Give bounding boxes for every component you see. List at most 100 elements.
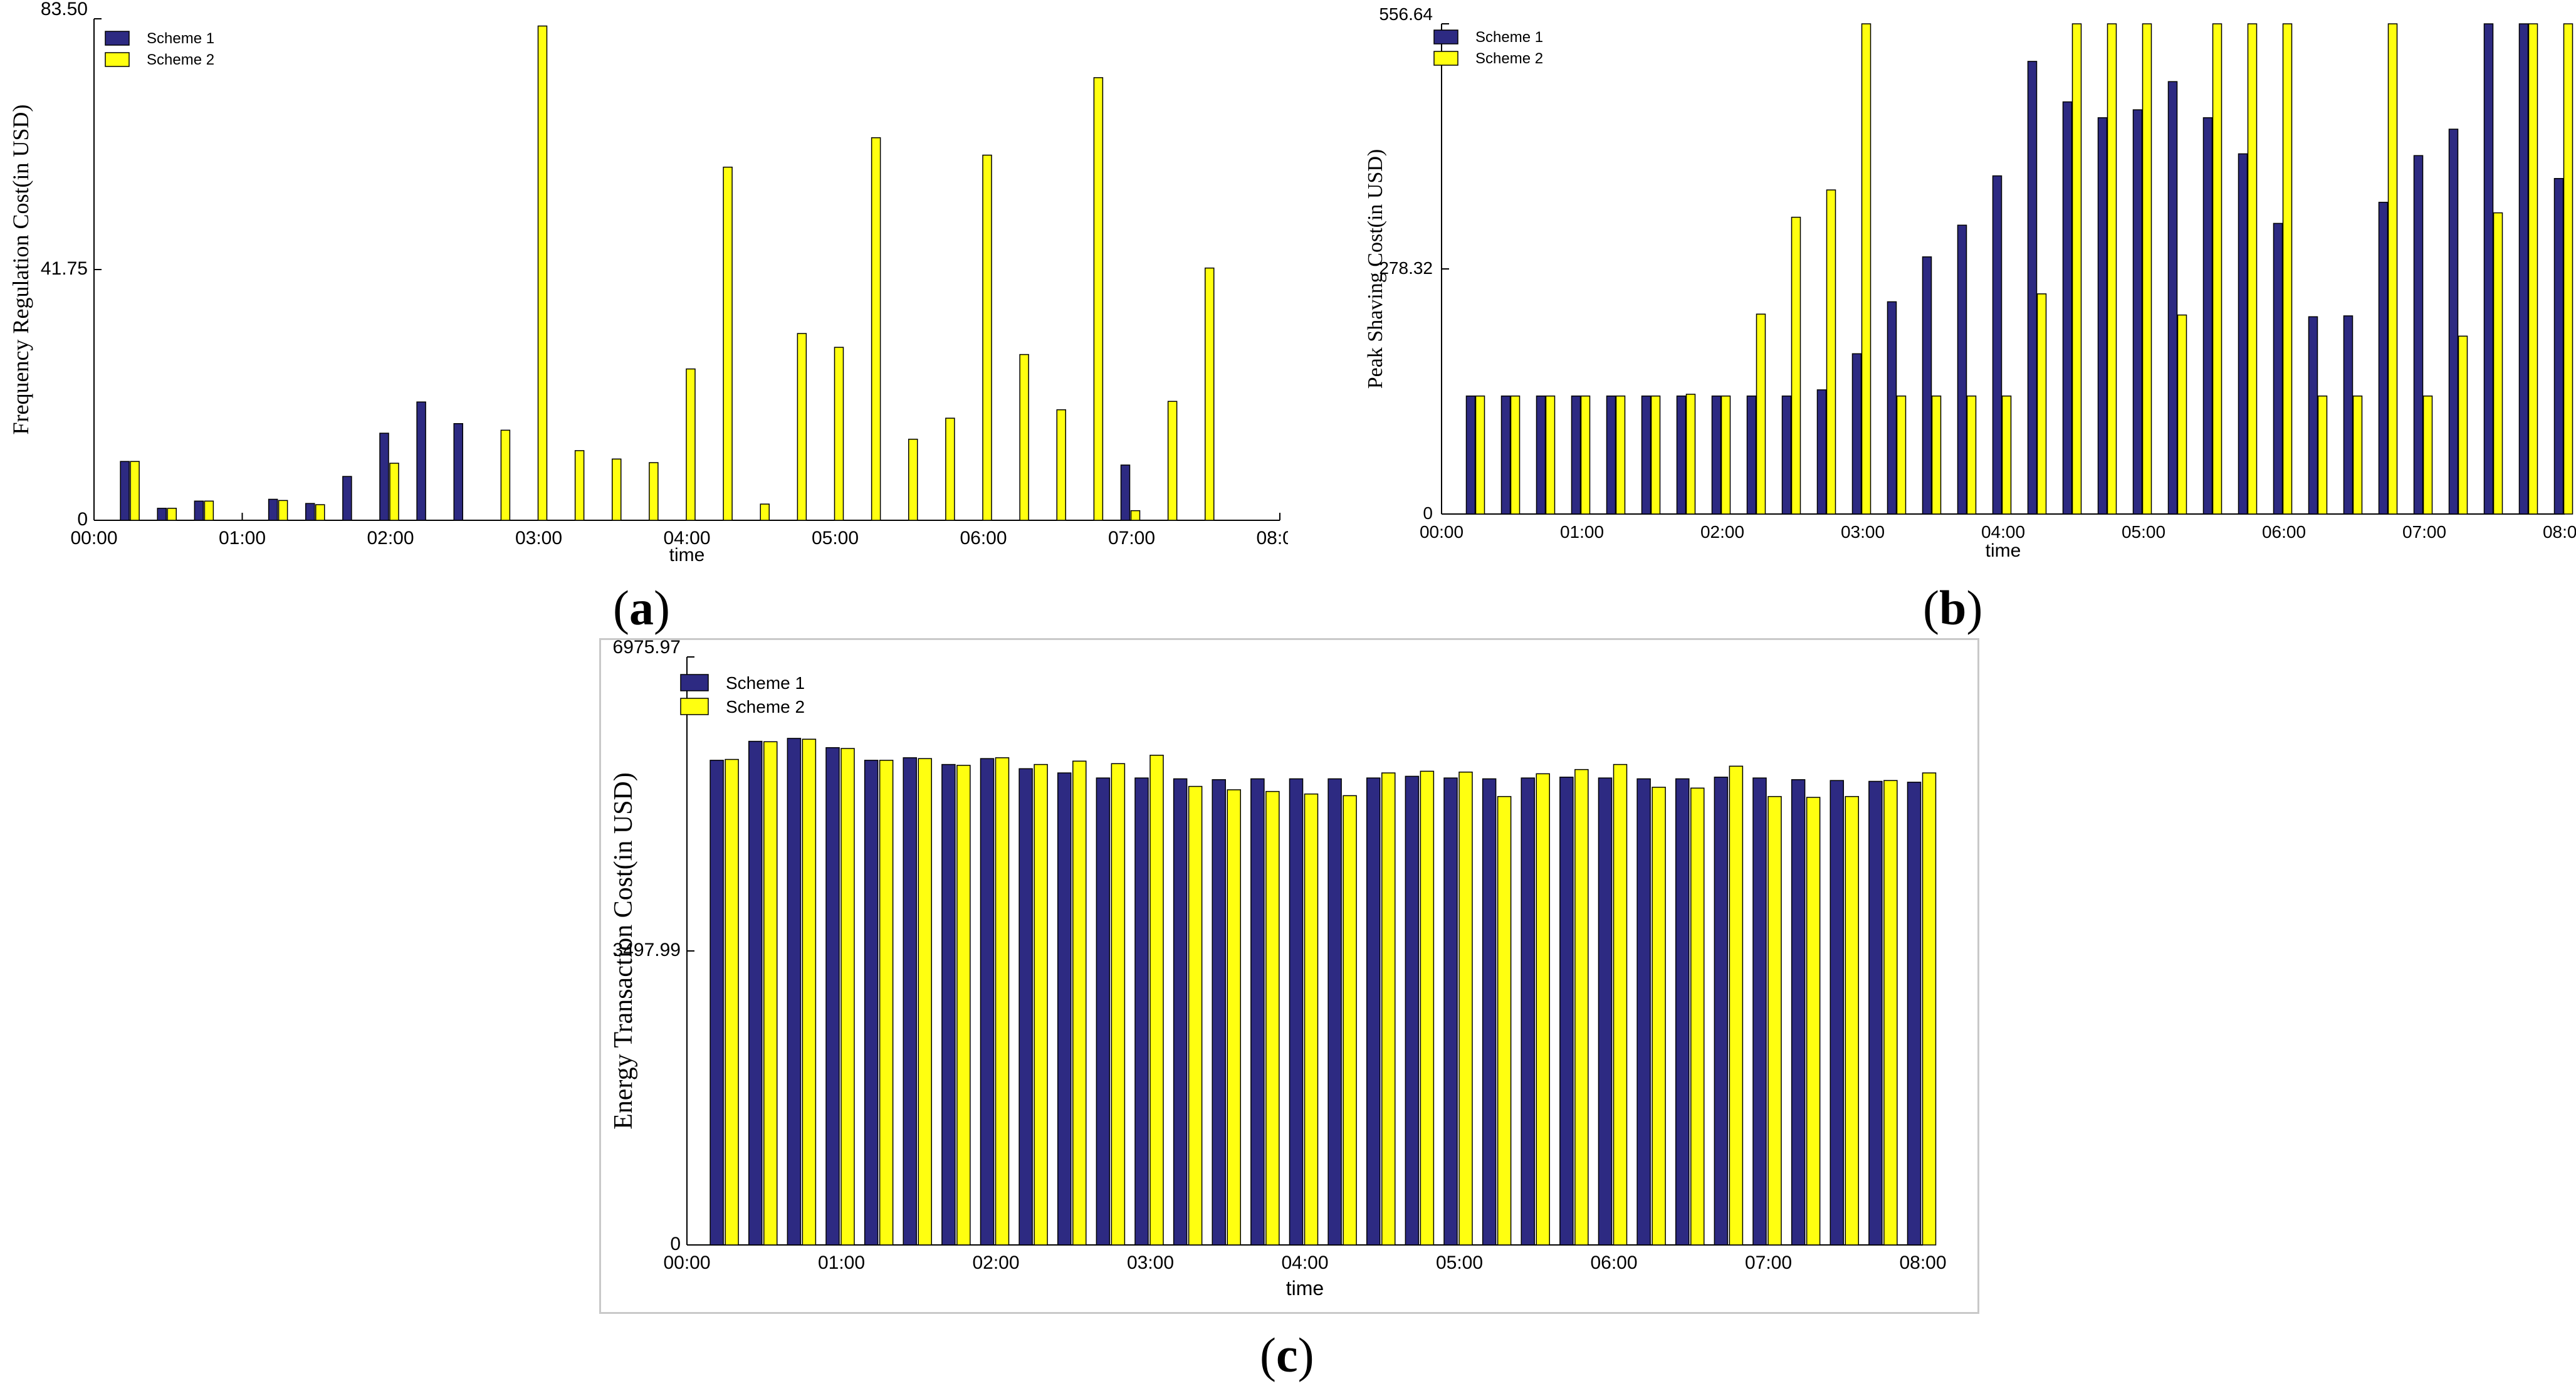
bar-scheme2: [1767, 795, 1782, 1246]
bar-scheme2: [1536, 773, 1550, 1246]
bar-scheme2: [725, 758, 739, 1246]
panel-label-open: (: [613, 580, 629, 635]
bar-scheme2: [2071, 23, 2082, 515]
bar-scheme2: [1130, 510, 1141, 521]
y-tick-label: 278.32: [1379, 258, 1433, 278]
bar-scheme1: [1173, 778, 1188, 1246]
x-tick-label: 01:00: [1560, 522, 1604, 542]
x-tick-label: 06:00: [960, 528, 1007, 549]
bar-scheme2: [1729, 765, 1744, 1246]
x-tick-label: 07:00: [2402, 522, 2446, 542]
bar-scheme1: [1289, 778, 1304, 1246]
legend-label: Scheme 1: [726, 673, 805, 693]
panel-label-a: (a): [613, 580, 670, 636]
x-tick-label: 02:00: [367, 528, 414, 549]
bar-scheme2: [1304, 793, 1319, 1246]
bar-scheme2: [1931, 395, 1942, 515]
panel-label-c: (c): [1260, 1327, 1314, 1383]
x-tick-label: 02:00: [972, 1252, 1019, 1273]
bar-scheme2: [1205, 267, 1215, 521]
bar-scheme1: [1675, 778, 1690, 1246]
x-tick-label: 04:00: [1981, 522, 2025, 542]
bar-scheme2: [1613, 764, 1628, 1246]
bar-scheme2: [574, 450, 585, 521]
x-tick-label: 05:00: [1436, 1252, 1483, 1273]
bar-scheme1: [2413, 155, 2424, 515]
bar-scheme1: [1405, 775, 1420, 1246]
bar-scheme2: [2177, 314, 2187, 515]
bar-scheme2: [1806, 797, 1821, 1246]
bar-scheme2: [1896, 395, 1907, 515]
chart-c: 0 3497.99 6975.97 00:00 01:00 02:00 03:00 04:00…: [609, 638, 1947, 1299]
bar-scheme2: [1167, 401, 1178, 521]
bar-scheme1: [1868, 780, 1883, 1246]
bar-scheme2: [1458, 771, 1473, 1246]
legend-swatch-scheme2: [680, 698, 709, 715]
x-axis-label: time: [1286, 1277, 1324, 1299]
legend-label: Scheme 2: [726, 697, 805, 716]
bar-scheme2: [1019, 354, 1029, 521]
bar-scheme1: [2202, 117, 2213, 515]
bar-scheme2: [2458, 335, 2468, 515]
x-tick-label: 03:00: [1841, 522, 1885, 542]
bar-scheme1: [980, 758, 995, 1246]
bar-scheme2: [1343, 795, 1357, 1246]
legend-swatch-scheme2: [105, 52, 130, 67]
bar-scheme2: [315, 504, 325, 521]
panel-label-close: ): [653, 580, 670, 635]
bar-scheme1: [1327, 778, 1342, 1246]
bar-scheme2: [2107, 23, 2117, 515]
panel-label-b: (b): [1923, 580, 1982, 636]
bar-scheme1: [1907, 782, 1922, 1246]
bar-scheme2: [1574, 769, 1589, 1246]
bar-scheme1: [157, 508, 167, 521]
bar-scheme2: [2001, 395, 2012, 515]
bar-scheme2: [1756, 313, 1766, 515]
y-tick-label: 83.50: [41, 0, 88, 19]
bar-scheme1: [709, 760, 724, 1246]
bar-scheme2: [1093, 77, 1104, 521]
bar-scheme2: [908, 438, 918, 521]
y-tick-label: 6975.97: [613, 638, 681, 658]
bar-scheme2: [1072, 760, 1087, 1246]
x-tick-label: 00:00: [663, 1252, 710, 1273]
bar-scheme2: [995, 757, 1010, 1246]
x-tick-label: 08:00: [2543, 522, 2576, 542]
bar-scheme2: [945, 417, 955, 521]
bar-scheme1: [941, 764, 956, 1246]
bar-scheme1: [1521, 777, 1535, 1246]
y-axis-label: Energy Transaction Cost(in USD): [609, 772, 638, 1130]
bar-scheme1: [1536, 395, 1546, 515]
bar-scheme2: [802, 738, 817, 1246]
bar-scheme2: [918, 758, 932, 1246]
bar-scheme2: [2352, 395, 2363, 515]
bar-scheme1: [1212, 779, 1226, 1246]
x-tick-label: 05:00: [812, 528, 859, 549]
x-tick-label: 06:00: [1590, 1252, 1637, 1273]
bar-scheme2: [537, 25, 548, 521]
panel-label-open: (: [1923, 580, 1939, 635]
bar-scheme2: [204, 500, 214, 521]
bar-scheme2: [686, 368, 696, 521]
bar-scheme1: [1465, 395, 1476, 515]
bar-scheme2: [1791, 216, 1801, 515]
bar-scheme1: [1830, 780, 1844, 1246]
y-tick-label: 3497.99: [613, 940, 681, 960]
x-axis-label: time: [1986, 540, 2021, 561]
bar-scheme2: [1497, 795, 1512, 1246]
panel-label-letter: c: [1275, 1328, 1298, 1382]
x-tick-label: 08:00: [1256, 528, 1288, 549]
bar-scheme2: [1420, 770, 1435, 1246]
bar-scheme2: [2317, 395, 2328, 515]
bar-scheme2: [1966, 395, 1977, 515]
bar-scheme1: [2167, 81, 2178, 515]
bar-scheme1: [1598, 777, 1613, 1246]
x-tick-label: 00:00: [70, 528, 117, 549]
y-axis-label: Frequency Regulation Cost(in USD): [8, 105, 33, 435]
panel-label-letter: b: [1939, 580, 1967, 635]
legend-label: Scheme 1: [147, 30, 214, 47]
bar-scheme2: [389, 463, 399, 521]
bar-scheme2: [1510, 395, 1521, 515]
bar-scheme2: [1861, 23, 1872, 515]
bar-scheme2: [1826, 189, 1836, 515]
